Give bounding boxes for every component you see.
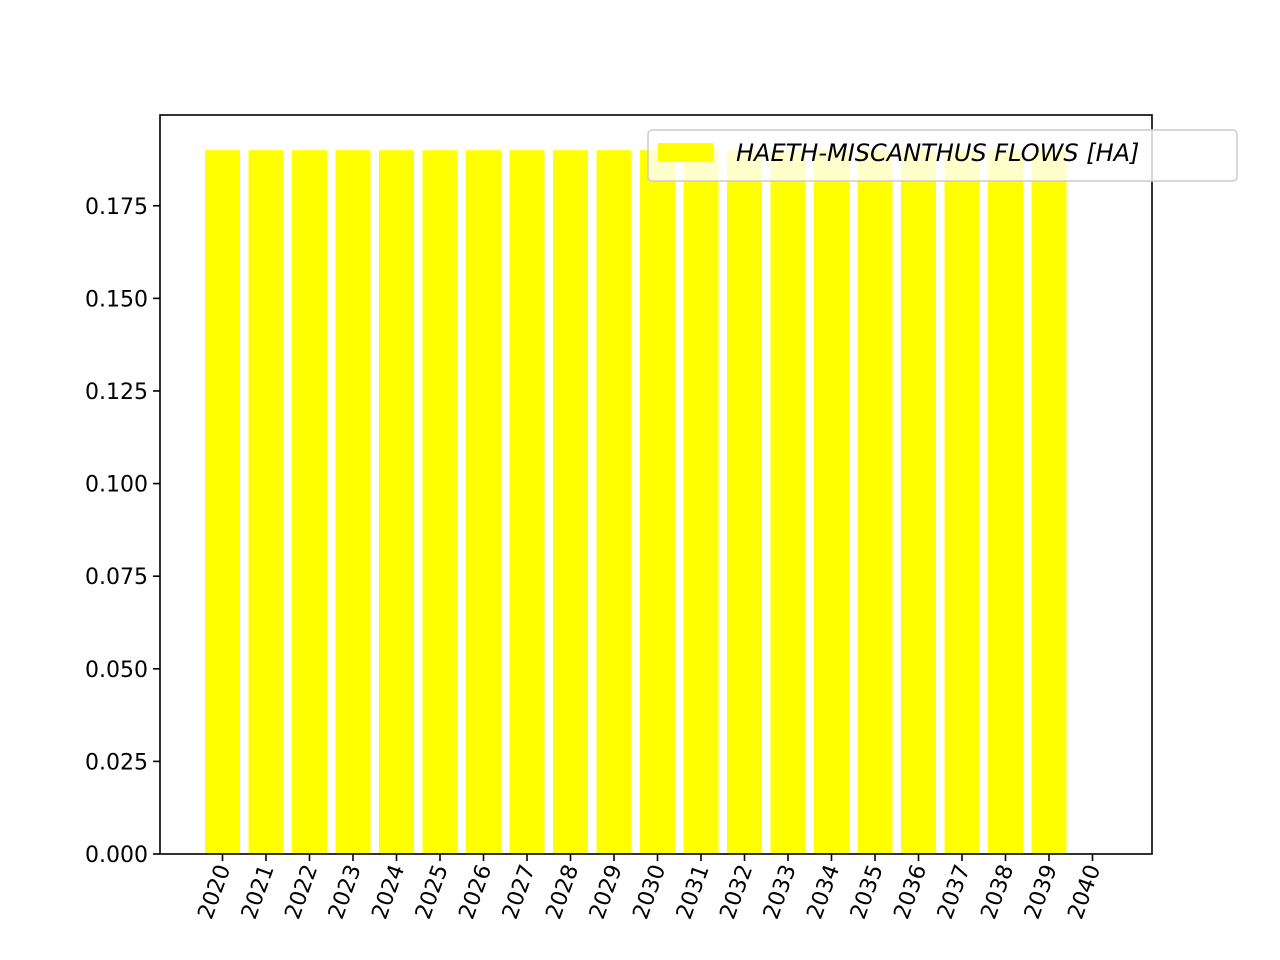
bar-2036 xyxy=(901,150,936,854)
bar-2025 xyxy=(422,150,458,854)
legend-label: HAETH-MISCANTHUS FLOWS [HA] xyxy=(736,139,1139,167)
x-tick-label: 2031 xyxy=(672,862,715,923)
bars-group xyxy=(205,150,1067,854)
plot-frame xyxy=(159,114,1153,855)
bar-2024 xyxy=(379,150,414,854)
x-tick-label: 2038 xyxy=(976,862,1019,923)
bar-2031 xyxy=(683,150,719,854)
bar-2038 xyxy=(988,150,1023,854)
x-tick-label: 2039 xyxy=(1020,862,1063,923)
y-tick-label: 0.150 xyxy=(85,287,148,312)
y-tick-label: 0.100 xyxy=(85,473,148,498)
x-tick-label: 2035 xyxy=(846,862,889,923)
x-tick-label: 2024 xyxy=(367,862,410,923)
legend: HAETH-MISCANTHUS FLOWS [HA] xyxy=(647,129,1238,182)
y-tick-label: 0.125 xyxy=(85,380,148,405)
x-tick-label: 2021 xyxy=(237,862,280,923)
x-tick-label: 2032 xyxy=(715,862,758,923)
bar-2029 xyxy=(596,150,632,854)
bar-2020 xyxy=(205,150,240,854)
bar-2022 xyxy=(292,150,327,854)
bar-2023 xyxy=(335,150,371,854)
y-tick-label: 0.075 xyxy=(85,565,148,590)
bar-2026 xyxy=(466,150,501,854)
bar-2027 xyxy=(509,150,545,854)
x-tick-label: 2020 xyxy=(193,862,236,923)
x-tick-label: 2029 xyxy=(585,862,628,923)
y-tick-label: 0.000 xyxy=(85,843,148,868)
x-tick-label: 2023 xyxy=(324,862,367,923)
bar-2037 xyxy=(944,150,980,854)
y-tick-label: 0.050 xyxy=(85,658,148,683)
y-axis: 0.000 0.025 0.050 0.075 0.100 0.125 0.150 0.175 xyxy=(85,195,160,868)
legend-box xyxy=(647,129,1238,182)
bar-2032 xyxy=(727,150,762,854)
x-tick-label: 2037 xyxy=(933,862,976,923)
bar-2033 xyxy=(770,150,806,854)
x-tick-label: 2025 xyxy=(411,862,454,923)
bar-2030 xyxy=(640,150,675,854)
legend-swatch xyxy=(658,143,713,162)
y-tick-label: 0.175 xyxy=(85,195,148,220)
bar-2039 xyxy=(1031,150,1067,854)
x-axis: 2020 2021 2022 2023 2024 2025 2026 2027 2028 2029… xyxy=(193,854,1106,923)
bar-2021 xyxy=(248,150,284,854)
bar-2028 xyxy=(553,150,588,854)
bar-2034 xyxy=(814,150,849,854)
x-tick-label: 2027 xyxy=(498,862,541,923)
x-tick-label: 2033 xyxy=(759,862,802,923)
x-tick-label: 2040 xyxy=(1063,862,1106,923)
x-tick-label: 2036 xyxy=(889,862,932,923)
x-tick-label: 2030 xyxy=(628,862,671,923)
x-tick-label: 2022 xyxy=(280,862,323,923)
x-tick-label: 2034 xyxy=(802,862,845,923)
x-tick-label: 2026 xyxy=(454,862,497,923)
y-tick-label: 0.025 xyxy=(85,750,148,775)
x-tick-label: 2028 xyxy=(541,862,584,923)
bar-2035 xyxy=(857,150,893,854)
